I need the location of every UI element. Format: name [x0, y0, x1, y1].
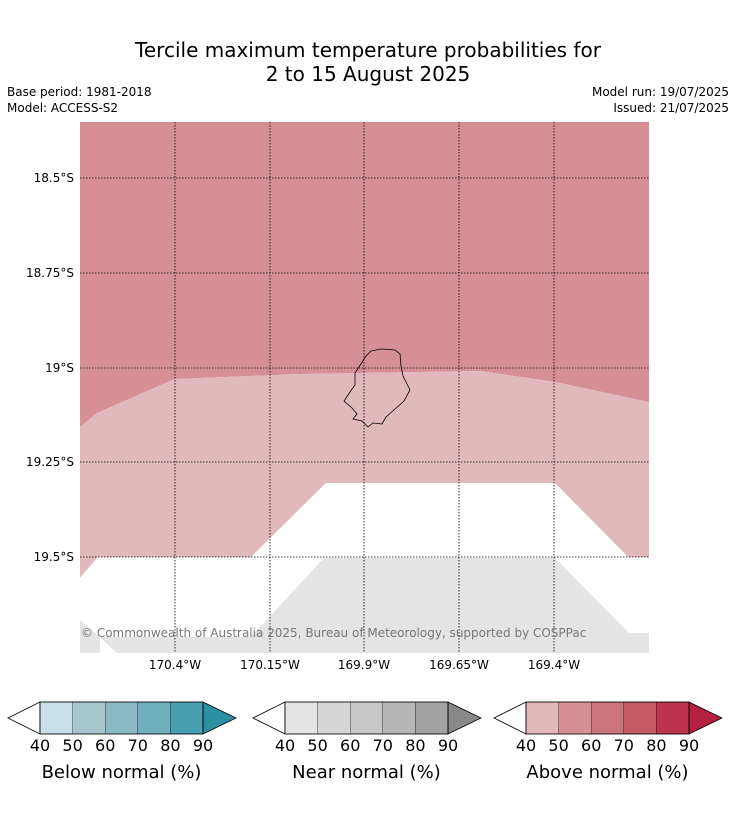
colorbar-tick-label: 40 [516, 736, 536, 755]
colorbar-tick-label: 90 [438, 736, 458, 755]
near-normal-40-region-lower [100, 558, 649, 653]
colorbar-max-extend [688, 701, 723, 735]
colorbar-tick-label: 40 [275, 736, 295, 755]
map-panel: 18.5°S 18.75°S 19°S 19.25°S 19.5°S 170.4… [26, 122, 649, 672]
lat-label: 18.5°S [34, 171, 74, 185]
lon-label: 169.65°W [429, 658, 489, 672]
base-period: Base period: 1981-2018 [7, 85, 152, 99]
colorbar-min-extend [7, 701, 41, 735]
colorbar-title: Near normal (%) [292, 762, 441, 783]
lon-label: 170.15°W [240, 658, 300, 672]
graticule [80, 122, 649, 653]
model-run: Model run: 19/07/2025 [591, 85, 729, 99]
title-line-2: 2 to 15 August 2025 [265, 62, 471, 86]
colorbar-segment [137, 701, 171, 735]
colorbar-segment [284, 701, 318, 735]
colorbar-max-extend [447, 701, 482, 735]
above-normal-50-region [80, 122, 649, 427]
colorbar-segment [170, 701, 204, 735]
lat-label: 19.25°S [26, 455, 74, 469]
copyright-notice: © Commonwealth of Australia 2025, Bureau… [81, 626, 586, 640]
colorbar-tick-label: 60 [340, 736, 360, 755]
below-normal-colorbar: 40 50 60 70 80 90 Below normal (%) [7, 701, 237, 783]
colorbar-tick-label: 50 [307, 736, 327, 755]
map-title: Tercile maximum temperature probabilitie… [0, 38, 736, 86]
colorbar-tick-label: 50 [548, 736, 568, 755]
colorbar-tick-label: 70 [373, 736, 393, 755]
colorbar-tick-label: 60 [581, 736, 601, 755]
colorbar-min-extend [493, 701, 527, 735]
colorbar-tick-label: 50 [62, 736, 82, 755]
colorbar-tick-label: 80 [646, 736, 666, 755]
colorbar-tick-label: 90 [679, 736, 699, 755]
colorbar-segment [350, 701, 383, 735]
colorbar-segment [39, 701, 73, 735]
meta-left: Base period: 1981-2018 Model: ACCESS-S2 [7, 84, 152, 116]
longitude-labels: 170.4°W 170.15°W 169.9°W 169.65°W 169.4°… [149, 658, 580, 672]
colorbar-tick-label: 70 [128, 736, 148, 755]
lon-label: 170.4°W [149, 658, 201, 672]
colorbar-tick-label: 60 [95, 736, 115, 755]
colorbar-segment [317, 701, 351, 735]
lat-label: 19°S [45, 361, 74, 375]
colorbar-tick-label: 40 [30, 736, 50, 755]
meta-right: Model run: 19/07/2025 Issued: 21/07/2025 [592, 84, 729, 116]
colorbar-min-extend [252, 701, 286, 735]
colorbar-outline [525, 701, 690, 735]
colorbar-title: Below normal (%) [42, 762, 202, 783]
lon-label: 169.4°W [528, 658, 580, 672]
model-name: Model: ACCESS-S2 [7, 101, 119, 115]
colorbar-tick-label: 90 [193, 736, 213, 755]
colorbar-outline [284, 701, 449, 735]
colorbar-tick-label: 70 [614, 736, 634, 755]
colorbar-tick-label: 80 [160, 736, 180, 755]
lon-label: 169.9°W [338, 658, 390, 672]
near-normal-colorbar: 40 50 60 70 80 90 Near normal (%) [252, 701, 482, 783]
colorbar-segment [591, 701, 624, 735]
colorbar-legends: 40 50 60 70 80 90 Below normal (%) 40 50 60 70 80 90… [7, 701, 723, 783]
no-signal-region [80, 483, 628, 637]
colorbar-segment [72, 701, 106, 735]
colorbar-segment [105, 701, 138, 735]
colorbar-segment [525, 701, 559, 735]
colorbar-segment [623, 701, 657, 735]
issued-date: Issued: 21/07/2025 [613, 101, 729, 115]
island-outline [343, 348, 411, 428]
colorbar-segment [415, 701, 449, 735]
colorbar-outline [39, 701, 204, 735]
lat-label: 18.75°S [26, 266, 74, 280]
colorbar-max-extend [202, 701, 237, 735]
above-normal-colorbar: 40 50 60 70 80 90 Above normal (%) [493, 701, 723, 783]
colorbar-segment [558, 701, 592, 735]
above-normal-40-region [80, 371, 649, 578]
colorbar-segment [382, 701, 416, 735]
colorbar-tick-label: 80 [405, 736, 425, 755]
latitude-labels: 18.5°S 18.75°S 19°S 19.25°S 19.5°S [26, 171, 74, 564]
lat-label: 19.5°S [34, 550, 74, 564]
title-line-1: Tercile maximum temperature probabilitie… [135, 38, 601, 62]
colorbar-title: Above normal (%) [526, 762, 688, 783]
colorbar-segment [656, 701, 690, 735]
